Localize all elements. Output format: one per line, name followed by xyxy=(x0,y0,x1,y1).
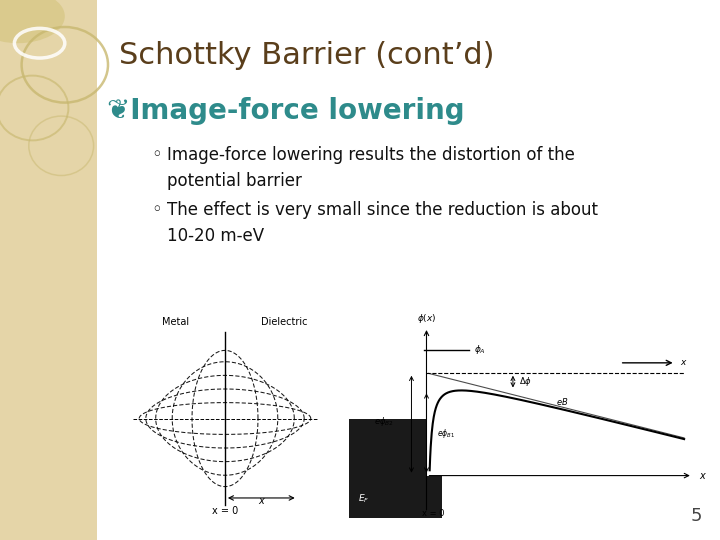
Text: $\phi(x)$: $\phi(x)$ xyxy=(417,313,436,326)
Text: Image-force lowering results the distortion of the
potential barrier: Image-force lowering results the distort… xyxy=(167,146,575,190)
Text: $E_F$: $E_F$ xyxy=(358,492,369,505)
Text: x = 0: x = 0 xyxy=(422,509,444,517)
Text: $\Delta\phi$: $\Delta\phi$ xyxy=(519,375,532,388)
Ellipse shape xyxy=(0,0,65,43)
Text: x: x xyxy=(258,496,264,506)
Text: x: x xyxy=(699,470,705,481)
Text: $\phi_A$: $\phi_A$ xyxy=(474,343,485,356)
Text: The effect is very small since the reduction is about
10-20 m-eV: The effect is very small since the reduc… xyxy=(167,201,598,245)
Text: Metal: Metal xyxy=(162,318,189,327)
Bar xyxy=(349,418,426,518)
Text: $e\phi_{B2}$: $e\phi_{B2}$ xyxy=(374,415,393,428)
Text: x: x xyxy=(680,359,685,367)
Bar xyxy=(426,476,441,518)
Text: $e\phi_{B1}$: $e\phi_{B1}$ xyxy=(437,427,456,440)
Text: ◦: ◦ xyxy=(151,201,162,219)
FancyBboxPatch shape xyxy=(0,0,97,540)
Text: ❦Image-force lowering: ❦Image-force lowering xyxy=(107,97,464,125)
Text: ◦: ◦ xyxy=(151,146,162,164)
Text: Dielectric: Dielectric xyxy=(261,318,307,327)
Text: 5: 5 xyxy=(690,507,702,525)
Text: Schottky Barrier (cont’d): Schottky Barrier (cont’d) xyxy=(119,40,495,70)
Text: $eB$: $eB$ xyxy=(556,396,568,407)
Text: x = 0: x = 0 xyxy=(212,506,238,516)
